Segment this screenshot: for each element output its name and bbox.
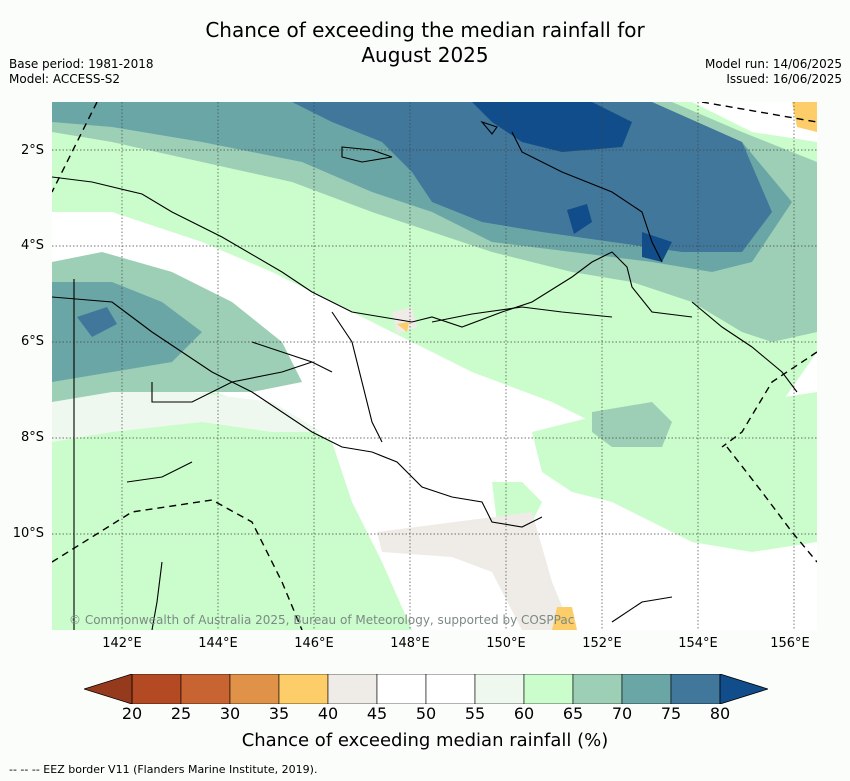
colorbar-tick-label: 65 <box>562 704 584 723</box>
colorbar-cell <box>180 674 231 704</box>
colorbar-tick-label: 20 <box>121 704 143 723</box>
shade-west-75 <box>52 282 202 382</box>
colorbar-tick-label: 25 <box>170 704 192 723</box>
colorbar-cell <box>131 674 182 704</box>
colorbar-cells <box>131 674 721 704</box>
lon-label-144e: 144°E <box>198 636 238 651</box>
shade-east-70 <box>592 402 672 447</box>
colorbar-cell <box>474 674 525 704</box>
map-canvas <box>52 102 817 630</box>
colorbar-cell <box>572 674 623 704</box>
lon-label-154e: 154°E <box>678 636 718 651</box>
colorbar-tick-label: 55 <box>464 704 486 723</box>
colorbar-tick-label: 30 <box>219 704 241 723</box>
copyright-notice: © Commonwealth of Australia 2025, Bureau… <box>69 613 575 627</box>
lat-label-4s: 4°S <box>20 238 44 253</box>
colorbar-cell <box>523 674 574 704</box>
model-name: Model: ACCESS-S2 <box>9 72 121 86</box>
shade-35-a <box>397 322 409 332</box>
colorbar <box>84 674 768 704</box>
colorbar-tick-label: 80 <box>709 704 731 723</box>
shade-ne-35 <box>792 102 817 132</box>
coastlines <box>52 120 798 630</box>
colorbar-over-arrow <box>719 674 768 704</box>
lat-label-6s: 6°S <box>20 334 44 349</box>
shade-80 <box>292 102 772 252</box>
title-line-1: Chance of exceeding the median rainfall … <box>205 18 645 42</box>
eez-legend-note: -- -- -- EEZ border V11 (Flanders Marine… <box>9 763 318 776</box>
graticule <box>52 102 817 630</box>
shade-mid-65 <box>492 482 542 522</box>
lat-label-2s: 2°S <box>20 143 44 158</box>
colorbar-tick-label: 60 <box>513 704 535 723</box>
rainfall-map <box>52 102 817 630</box>
shade-above-80-b <box>567 204 592 234</box>
eez-borders <box>52 102 817 630</box>
colorbar-tick-label: 50 <box>415 704 437 723</box>
lon-label-150e: 150°E <box>486 636 526 651</box>
shade-west-80 <box>77 307 117 337</box>
colorbar-tick-label: 45 <box>366 704 388 723</box>
lon-label-146e: 146°E <box>294 636 334 651</box>
colorbar-cell <box>425 674 476 704</box>
colorbar-cell <box>327 674 378 704</box>
lon-label-148e: 148°E <box>390 636 430 651</box>
lat-label-8s: 8°S <box>20 430 44 445</box>
map-title: Chance of exceeding the median rainfall … <box>150 18 700 68</box>
base-period: Base period: 1981-2018 <box>9 57 154 71</box>
shade-40-b <box>377 512 572 630</box>
shade-35-b <box>552 607 577 630</box>
lon-label-142e: 142°E <box>102 636 142 651</box>
colorbar-tick-label: 70 <box>611 704 633 723</box>
colorbar-cell <box>278 674 329 704</box>
issued-date: Issued: 16/06/2025 <box>726 72 842 86</box>
colorbar-label: Chance of exceeding median rainfall (%) <box>241 730 609 751</box>
model-run: Model run: 14/06/2025 <box>704 57 842 71</box>
colorbar-tick-label: 40 <box>317 704 339 723</box>
colorbar-under-arrow <box>84 674 133 704</box>
lon-label-152e: 152°E <box>582 636 622 651</box>
lon-label-156e: 156°E <box>770 636 810 651</box>
run-info: Model run: 14/06/2025 Issued: 16/06/2025 <box>705 57 842 87</box>
title-line-2: August 2025 <box>361 43 489 67</box>
shade-above-80-c <box>642 232 672 262</box>
lat-label-10s: 10°S <box>12 526 44 541</box>
colorbar-tick-label: 75 <box>660 704 682 723</box>
colorbar-cell <box>376 674 427 704</box>
shade-south-west-60 <box>52 392 322 442</box>
colorbar-cell <box>229 674 280 704</box>
colorbar-cell <box>670 674 721 704</box>
colorbar-cell <box>621 674 672 704</box>
colorbar-tick-label: 35 <box>268 704 290 723</box>
shade-above-80-a <box>472 102 632 152</box>
model-info: Base period: 1981-2018 Model: ACCESS-S2 <box>9 57 154 87</box>
